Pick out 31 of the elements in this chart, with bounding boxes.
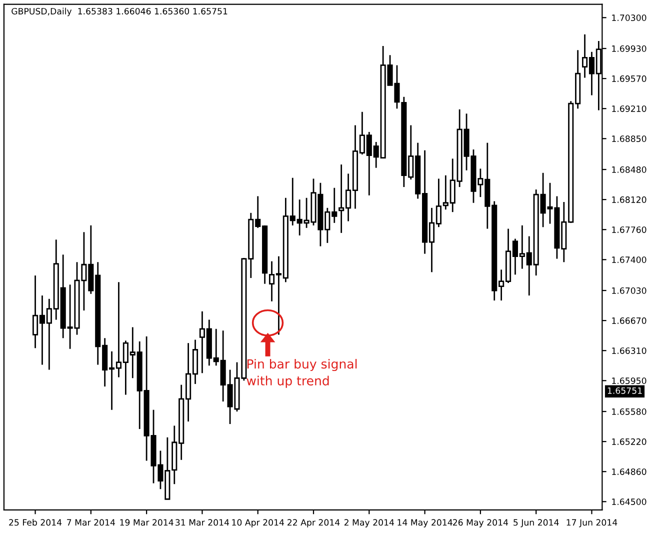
y-tick-label: 1.69570 <box>612 75 646 82</box>
text: 1.65751 <box>608 387 642 394</box>
y-tick-label: 1.69210 <box>612 105 646 112</box>
y-tick-label: 1.64860 <box>612 468 646 475</box>
x-tick-label: 2 May 2014 <box>344 519 394 528</box>
y-tick-label: 1.66310 <box>612 347 646 354</box>
y-tick-label: 1.67030 <box>612 287 646 294</box>
x-tick-label: 17 Jun 2014 <box>566 519 618 528</box>
x-tick-label: 7 Mar 2014 <box>67 519 115 526</box>
y-tick-label: 1.67400 <box>612 256 646 264</box>
y-tick-label: 1.68120 <box>612 196 646 203</box>
annotation: Pin bar buy signal with up trend <box>246 358 357 388</box>
y-tick-label: 1.70300 <box>612 14 646 22</box>
y-tick-label: 1.68850 <box>612 136 646 142</box>
x-tick-label: 19 Mar 2014 <box>120 519 174 526</box>
y-tick-label: 1.69930 <box>612 45 646 52</box>
chart-title: GBPUSD,Daily 1.65383 1.66046 1.65360 1.65751 <box>12 8 228 16</box>
y-tick-label: 1.64500 <box>612 498 646 506</box>
x-tick-label: 5 Jun 2014 <box>514 519 559 528</box>
y-tick-label: 1.65580 <box>612 408 646 415</box>
y-tick-label: 1.66670 <box>612 317 646 324</box>
x-tick-label: 10 Apr 2014 <box>232 519 284 528</box>
x-tick-label: 31 Mar 2014 <box>176 519 230 526</box>
x-tick-label: 26 May 2014 <box>453 519 508 528</box>
y-tick-label: 1.68480 <box>612 166 646 173</box>
y-tick-label: 1.65220 <box>612 438 646 445</box>
y-tick-label: 1.65950 <box>612 378 646 384</box>
x-tick-label: 22 Apr 2014 <box>288 519 340 528</box>
x-tick-label: 25 Feb 2014 <box>9 519 62 526</box>
y-tick-label: 1.67760 <box>612 226 646 233</box>
x-tick-label: 14 May 2014 <box>398 519 452 528</box>
